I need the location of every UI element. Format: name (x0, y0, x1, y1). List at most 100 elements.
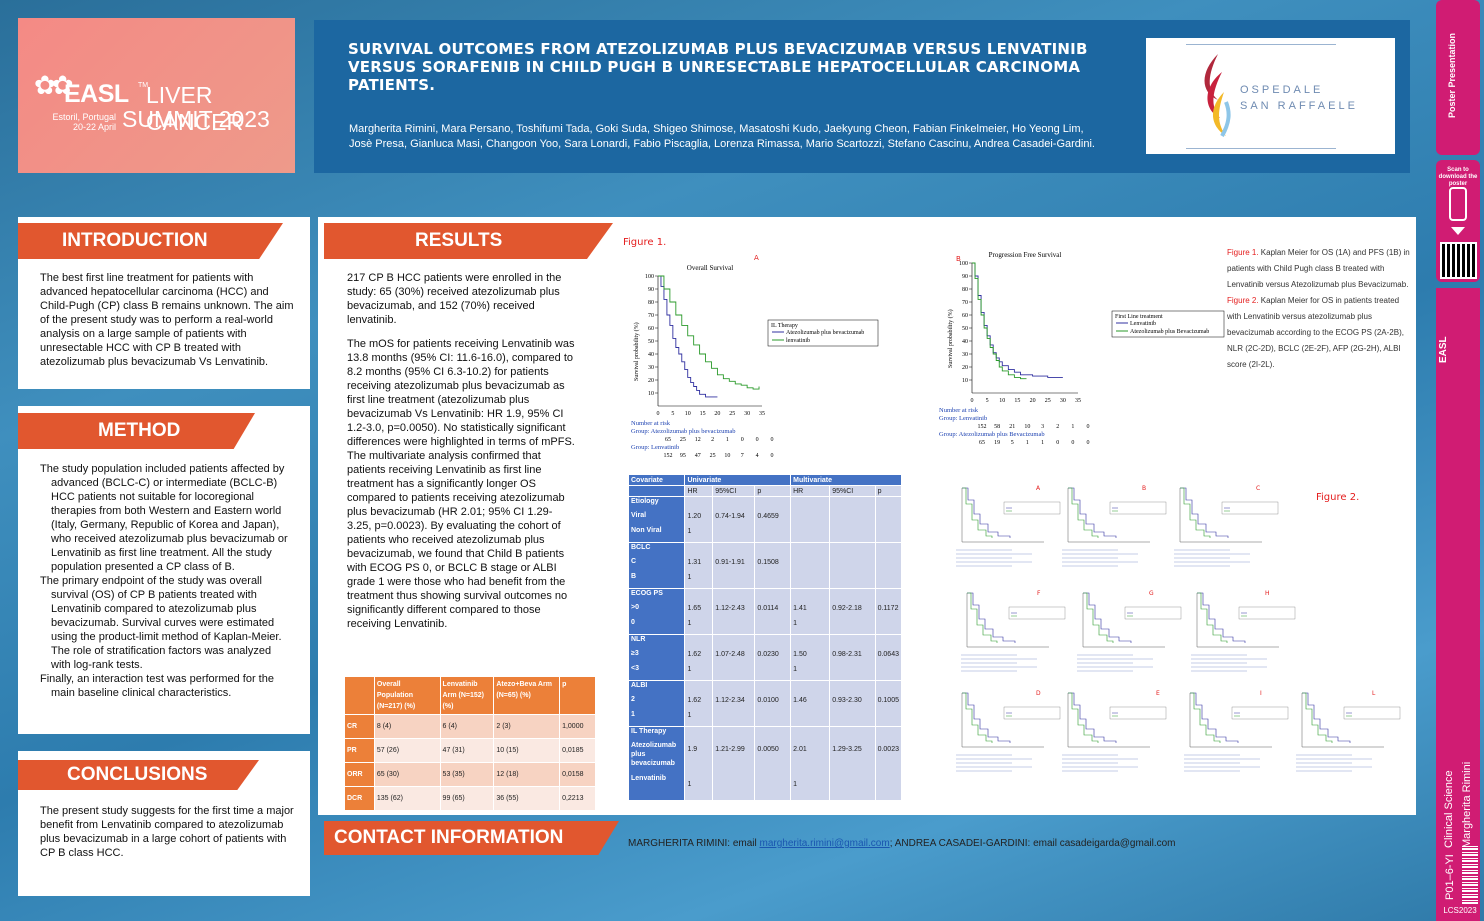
y-tick-label: 30 (648, 365, 654, 371)
x-tick-label: 20 (1030, 398, 1036, 404)
y-axis-label: Survival probability (%) (633, 322, 640, 381)
risk-value: 1 (1041, 440, 1044, 446)
table-cell: 0.0023 (874, 726, 903, 801)
risk-value: 0 (1071, 440, 1074, 446)
logo-place-text: Estoril, Portugal (52, 112, 116, 122)
x-tick-label: 0 (657, 411, 660, 417)
x-tick-label: 35 (1075, 398, 1081, 404)
table-cell (790, 496, 831, 543)
risk-value: 12 (695, 437, 701, 443)
risk-value: 0 (1087, 424, 1090, 430)
table-header-row: Covariate Univariate Multivariate (627, 474, 902, 486)
legend-title: IL Therapy (771, 323, 798, 329)
table-header: 95%CI (712, 485, 756, 497)
thumb-series-line (1068, 692, 1099, 743)
risk-value: 1 (1026, 440, 1029, 446)
table-cell: 1.07-2.48 (712, 634, 756, 681)
thumb-legend (1109, 706, 1167, 720)
figure2-panel: L (1296, 690, 1401, 772)
table-cell: 1.50 1 (790, 634, 831, 681)
table-cell: ALBI 2 1 (627, 680, 686, 727)
easl-logo: ✿✿ EASL TM LIVER CANCER Estoril, Portuga… (34, 72, 294, 142)
y-tick-label: 20 (962, 365, 968, 371)
table-cell: BCLC C B (627, 542, 686, 589)
results-heading: RESULTS (324, 223, 613, 259)
thumb-series-line (962, 692, 1011, 743)
risk-value: 0 (1056, 440, 1059, 446)
divider (1186, 44, 1336, 45)
value: 0.0230 (757, 651, 779, 658)
legend-label: lenvatinib (786, 338, 810, 344)
table-cell (790, 542, 831, 589)
risk-value: 1 (1071, 424, 1074, 430)
thumb-series-line (967, 592, 1016, 643)
risk-value: 0 (741, 437, 744, 443)
sidebar-easl-logo: EASL (1438, 336, 1449, 364)
caption-2: Figure 2. Kaplan Meier for OS in patient… (1227, 293, 1412, 373)
value (793, 513, 827, 528)
risk-value: 47 (695, 453, 701, 457)
sidebar-bottom (1436, 288, 1480, 921)
table-cell: 0.1172 (874, 588, 903, 635)
email-link[interactable]: margherita.rimini@gmail.com (759, 838, 890, 849)
qr-code-icon[interactable] (1440, 242, 1477, 279)
figure2-panel-label: A (1036, 485, 1041, 492)
risk-value: 152 (978, 424, 987, 430)
conclusions-text: The present study suggests for the first… (40, 805, 294, 859)
figure2-panel: B (1062, 485, 1167, 567)
results-text: 217 CP B HCC patients were enrolled in t… (347, 271, 575, 641)
table-cell: 0,0185 (559, 738, 596, 763)
hospital-line1: OSPEDALE (1240, 84, 1324, 96)
chart-title: Progression Free Survival (989, 251, 1062, 259)
value: 0.0050 (757, 746, 779, 753)
covariate-level: Viral (631, 512, 647, 519)
figure2-panel-label: D (1036, 690, 1041, 697)
thumb-series-line (962, 487, 1011, 538)
y-tick-label: 50 (648, 339, 654, 345)
response-table-body: CR 8 (4) 6 (4) 2 (3) 1,0000 PR 57 (26) 47 (31) 1… (344, 714, 596, 811)
table-row: NLR ≥3 <3 1.62 1 1.07-2.48 0.0230 1.50 1 0.98-2.3… (627, 634, 903, 681)
thumb-legend (1231, 706, 1289, 720)
table-cell: 0,2213 (559, 786, 596, 811)
figure2-panel-label: G (1149, 590, 1154, 597)
conclusions-heading: CONCLUSIONS (18, 760, 259, 790)
table-cell: 8 (4) (373, 714, 441, 739)
sidebar-footer: LCS2023 (1443, 906, 1477, 915)
risk-group-label: Group: Lenvatinib (631, 444, 679, 451)
km-series-line (972, 262, 1027, 380)
table-cell: 10 (15) (493, 738, 561, 763)
y-tick-label: 80 (962, 287, 968, 293)
table-header: Lenvatinib Arm (N=152) (%) (439, 676, 495, 715)
table-cell: ORR (344, 762, 375, 787)
table-header (627, 485, 686, 497)
covariate-level: B (631, 573, 637, 580)
value (832, 513, 872, 528)
x-tick-label: 15 (1014, 398, 1020, 404)
table-header-row: Overall Population (N=217) (%) Lenvatini… (344, 676, 596, 715)
risk-heading: Number at risk (939, 407, 979, 414)
value: 0.0643 (877, 651, 899, 658)
legend-label: Lenvatinib (1130, 321, 1156, 327)
km-series-line (972, 262, 1063, 378)
pfs-chart: Progression Free Survival102030405060708… (939, 251, 1225, 446)
x-tick-label: 15 (700, 411, 706, 417)
table-cell: 0.74-1.94 (712, 496, 756, 543)
covariate-level: 2 (631, 696, 635, 703)
panel-b-label: B (956, 255, 961, 263)
table-cell: 0.93-2.30 (829, 680, 876, 727)
multivariate-table-body: Etiology Viral Non Viral 1.20 1 0.74-1.94 0.46… (627, 496, 903, 801)
method-list: The study population included patients a… (40, 462, 292, 700)
thumb-series-line (1197, 592, 1246, 643)
figure2-panel: D (956, 690, 1061, 772)
risk-value: 0 (771, 453, 774, 457)
table-cell: 12 (18) (493, 762, 561, 787)
table-cell: 1.41 1 (790, 588, 831, 635)
value: 1 (687, 620, 692, 627)
risk-group-label: Group: Lenvatinib (939, 415, 987, 422)
y-tick-label: 80 (648, 300, 654, 306)
value: 1 (793, 781, 798, 788)
y-tick-label: 100 (959, 261, 968, 267)
caption-1-text: Kaplan Meier for OS (1A) and PFS (1B) in… (1227, 248, 1410, 289)
table-header: p (874, 485, 903, 497)
value (793, 559, 827, 574)
